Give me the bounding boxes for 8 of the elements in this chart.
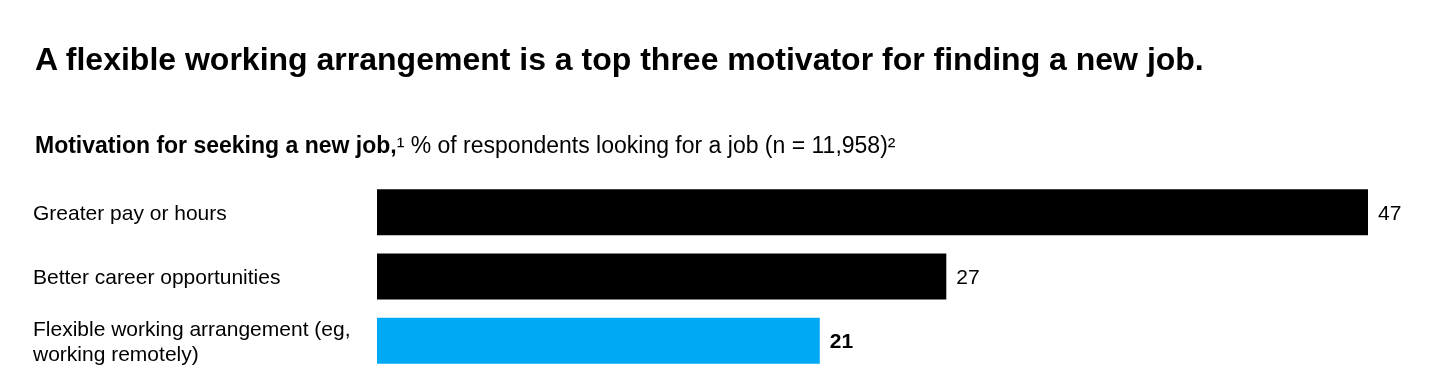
- data-label: 21: [829, 329, 854, 353]
- y-tick-label: Flexible working arrangement (eg, working remotely): [32, 316, 357, 365]
- y-tick-label: Greater pay or hours: [33, 200, 227, 224]
- y-tick-label: Better career opportunities: [33, 265, 281, 288]
- data-label: 47: [1378, 200, 1402, 224]
- data-label: 27: [956, 265, 980, 288]
- chart-title: A flexible working arrangement is a top three motivator for finding a new job.: [35, 41, 1204, 77]
- chart-subtitle: Motivation for seeking a new job,¹ % of respondents looking for a job (n = 11,958)²: [35, 131, 896, 158]
